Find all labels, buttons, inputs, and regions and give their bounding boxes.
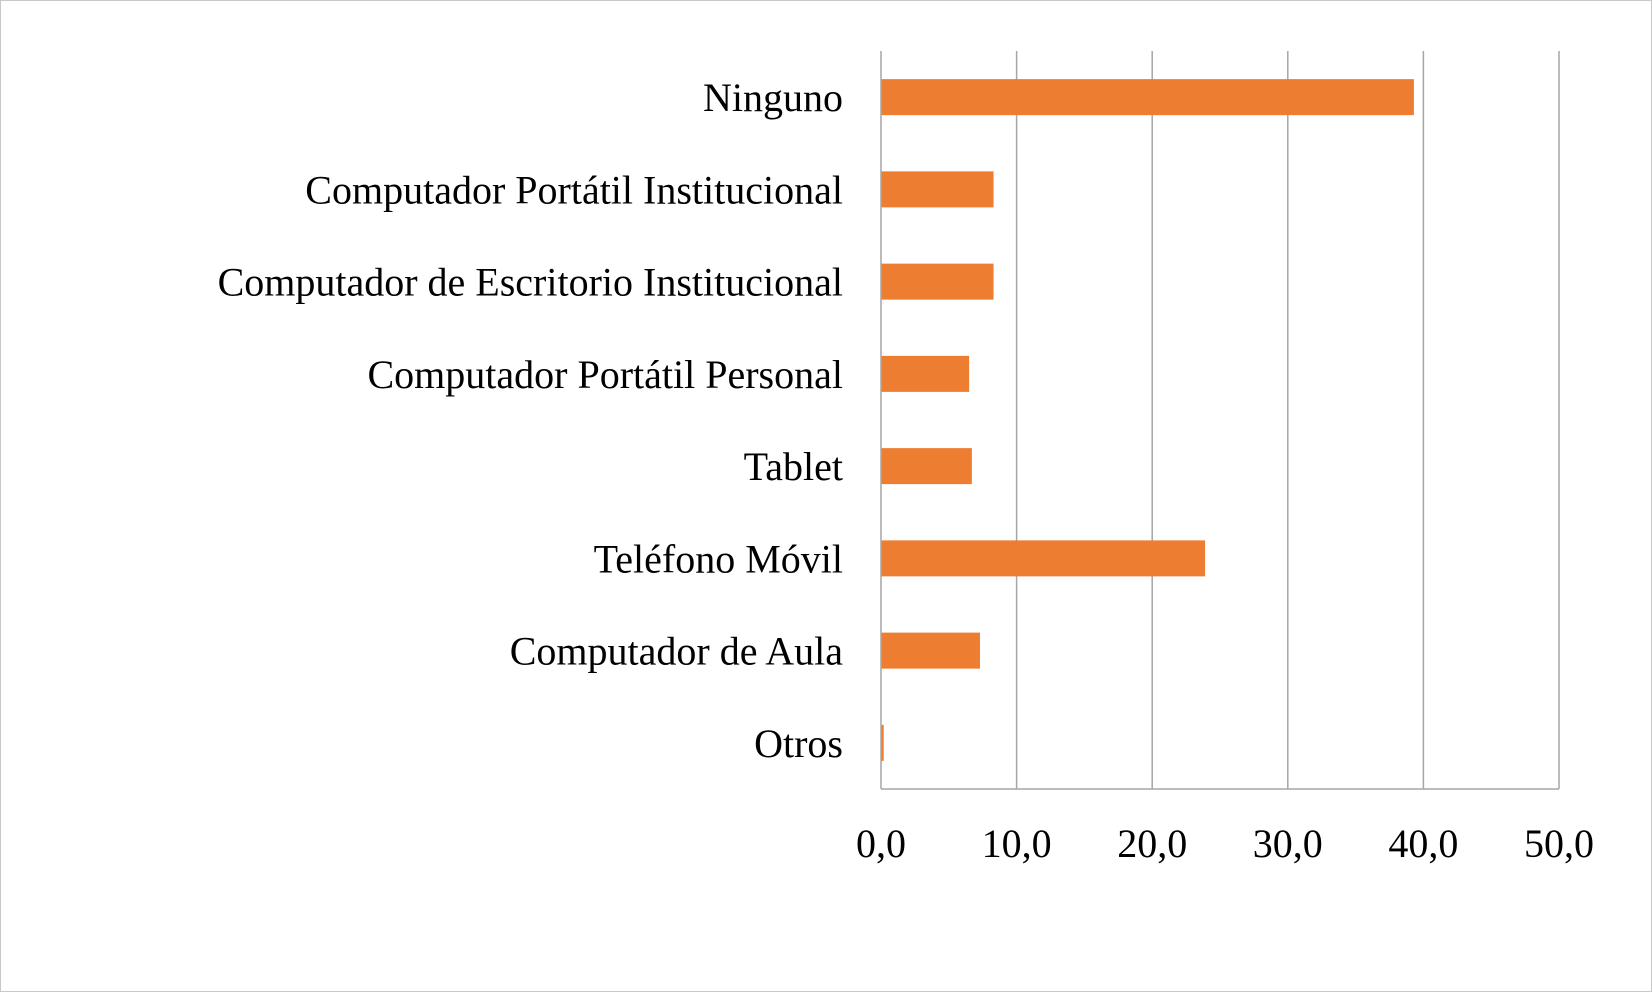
category-labels: Ninguno Computador Portátil Institucional… — [218, 75, 844, 766]
category-label-6: Computador de Aula — [510, 629, 844, 674]
bar-6 — [881, 632, 980, 669]
bar-3 — [881, 355, 970, 392]
x-tick-label-4: 40,0 — [1388, 821, 1458, 866]
category-label-2: Computador de Escritorio Institucional — [218, 260, 843, 305]
bar-4 — [881, 448, 972, 485]
x-tick-label-3: 30,0 — [1253, 821, 1323, 866]
bar-2 — [881, 263, 994, 300]
gridlines — [1015, 51, 1560, 789]
category-label-5: Teléfono Móvil — [594, 536, 843, 581]
bars — [881, 79, 1414, 761]
bar-0 — [881, 79, 1414, 116]
x-tick-label-1: 10,0 — [982, 821, 1052, 866]
bar-5 — [881, 540, 1206, 577]
bar-1 — [881, 171, 994, 208]
category-label-7: Otros — [754, 721, 843, 766]
x-tick-label-5: 50,0 — [1524, 821, 1594, 866]
x-tick-label-2: 20,0 — [1117, 821, 1187, 866]
x-tick-labels: 0,0 10,0 20,0 30,0 40,0 50,0 — [856, 821, 1594, 866]
category-label-4: Tablet — [744, 444, 843, 489]
x-tick-label-0: 0,0 — [856, 821, 906, 866]
axes — [880, 51, 1559, 790]
category-label-1: Computador Portátil Institucional — [305, 167, 843, 212]
category-label-3: Computador Portátil Personal — [367, 352, 843, 397]
bar-7 — [881, 724, 884, 761]
category-label-0: Ninguno — [703, 75, 843, 120]
